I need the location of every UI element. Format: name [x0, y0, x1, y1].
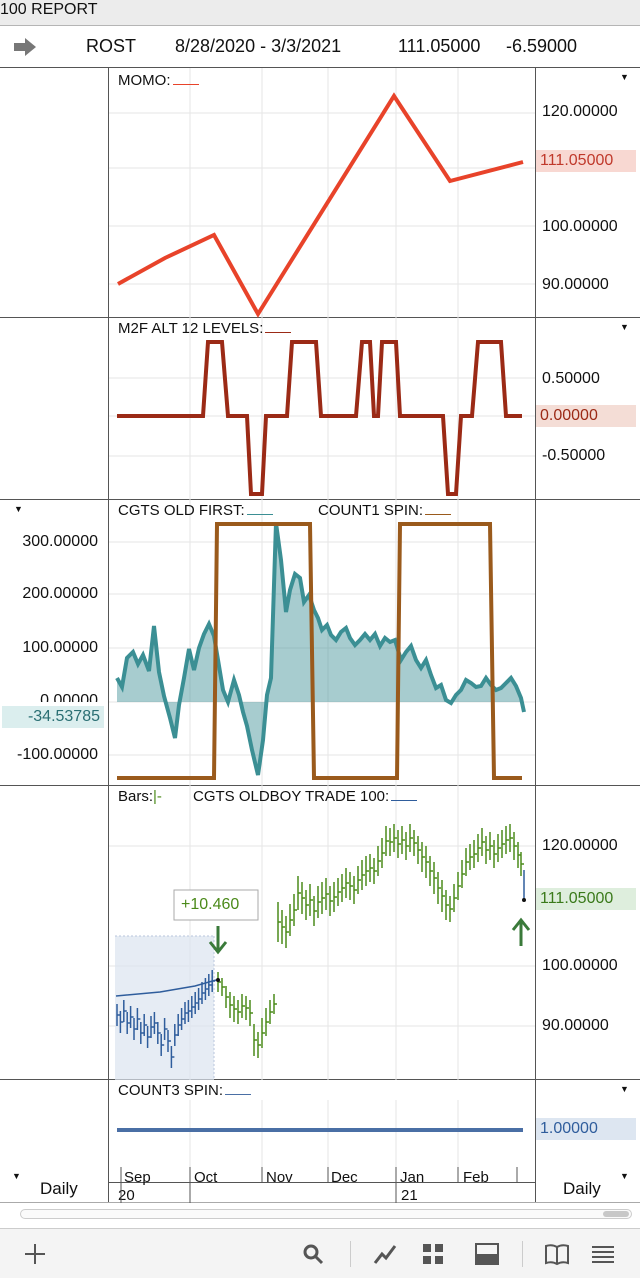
month-label: Feb	[463, 1169, 489, 1186]
forward-arrow-icon[interactable]	[12, 36, 38, 58]
year-label: 21	[401, 1187, 418, 1204]
symbol-name[interactable]: ROST	[86, 36, 137, 56]
m2f-current-value: 0.00000	[536, 405, 636, 427]
month-label: Dec	[331, 1169, 358, 1186]
month-label: Jan	[400, 1169, 425, 1186]
horizontal-scrollbar[interactable]	[20, 1209, 632, 1219]
trade-gain-annotation: +10.460	[181, 896, 240, 913]
cgts-panel[interactable]: ▼ CGTS OLD FIRST: COUNT1 SPIN: 300.00000…	[0, 500, 640, 786]
cgts-tick: 300.00000	[22, 533, 98, 550]
cgts-current-value: -34.53785	[2, 706, 104, 728]
m2f-panel[interactable]: M2F ALT 12 LEVELS: ▼ 0.50000 -0.50000 0.…	[0, 318, 640, 500]
bars-label: Bars:|-	[118, 788, 162, 805]
count3-panel[interactable]: COUNT3 SPIN: ▼ 1.00000	[0, 1080, 640, 1168]
oldboy-label: CGTS OLDBOY TRADE 100:	[193, 788, 418, 805]
momo-label: MOMO:	[118, 72, 199, 89]
axis-menu-icon[interactable]: ▼	[620, 1171, 629, 1181]
axis-menu-icon[interactable]: ▼	[12, 1171, 21, 1181]
add-icon[interactable]	[22, 1241, 48, 1267]
bottom-toolbar	[0, 1228, 640, 1278]
window-title-bar: 100 REPORT	[0, 0, 640, 26]
panel-menu-icon[interactable]: ▼	[14, 504, 23, 514]
year-label: 20	[118, 1187, 135, 1204]
momo-tick: 90.00000	[542, 276, 609, 293]
last-price: 111.05000	[398, 36, 481, 56]
count3-label: COUNT3 SPIN:	[118, 1082, 252, 1099]
momo-chart	[109, 68, 535, 318]
window-title: 100 REPORT	[0, 1, 98, 18]
month-label: Sep	[124, 1169, 151, 1186]
cgts-tick: 0.00000	[40, 692, 98, 702]
month-label: Nov	[266, 1169, 293, 1186]
price-bars-chart	[109, 786, 535, 1080]
m2f-line	[117, 340, 522, 496]
bars-tick: 90.00000	[542, 1017, 609, 1034]
count3-current-value: 1.00000	[536, 1118, 636, 1140]
m2f-tick: 0.50000	[542, 370, 600, 387]
time-axis-bar: ▼ Daily ▼ Daily Sep Oct Nov Dec Jan Feb …	[0, 1167, 640, 1204]
count1-spin-line	[117, 522, 522, 780]
menu-icon[interactable]	[590, 1241, 616, 1267]
panel-menu-icon[interactable]: ▼	[620, 322, 629, 332]
period-selector-right[interactable]: Daily	[563, 1179, 601, 1198]
panel-menu-icon[interactable]: ▼	[620, 72, 629, 82]
m2f-chart	[109, 318, 535, 500]
count1-label: COUNT1 SPIN:	[318, 502, 452, 519]
bars-current-value: 111.05000	[536, 888, 636, 910]
symbol-header: ROST 8/28/2020 - 3/3/2021 111.05000 -6.5…	[0, 26, 640, 68]
price-change: -6.59000	[506, 36, 578, 56]
cgts-line	[115, 522, 526, 776]
month-label: Oct	[194, 1169, 218, 1186]
grid-icon[interactable]	[420, 1241, 446, 1267]
date-range[interactable]: 8/28/2020 - 3/3/2021	[175, 36, 342, 56]
cgts-tick: -100.00000	[17, 746, 98, 763]
bars-tick: 120.00000	[542, 837, 618, 854]
period-selector-left[interactable]: Daily	[40, 1179, 78, 1198]
momo-current-value: 111.05000	[536, 150, 636, 172]
book-icon[interactable]	[544, 1241, 570, 1267]
momo-tick: 100.00000	[542, 218, 618, 235]
cgts-label: CGTS OLD FIRST:	[118, 502, 273, 519]
m2f-tick: -0.50000	[542, 447, 606, 464]
momo-tick: 120.00000	[542, 103, 618, 120]
scrollbar-thumb[interactable]	[603, 1211, 629, 1217]
bars-tick: 100.00000	[542, 957, 618, 974]
cgts-tick: 200.00000	[22, 585, 98, 602]
cgts-tick: 100.00000	[22, 639, 98, 656]
count3-chart	[117, 1100, 523, 1168]
momo-line	[117, 92, 524, 318]
search-icon[interactable]	[300, 1241, 326, 1267]
layout-icon[interactable]	[474, 1241, 500, 1267]
cgts-chart	[109, 500, 535, 786]
m2f-label: M2F ALT 12 LEVELS:	[118, 320, 292, 337]
cgts-area	[117, 523, 524, 775]
panel-menu-icon[interactable]: ▼	[620, 1084, 629, 1094]
momo-panel[interactable]: MOMO: ▼ 120.00000 100.00000 90.00000 111…	[0, 68, 640, 318]
chart-line-icon[interactable]	[372, 1241, 398, 1267]
bars-panel[interactable]: +10.460 Bars:|- CGTS OLDBOY TRADE 100: 1…	[0, 786, 640, 1080]
